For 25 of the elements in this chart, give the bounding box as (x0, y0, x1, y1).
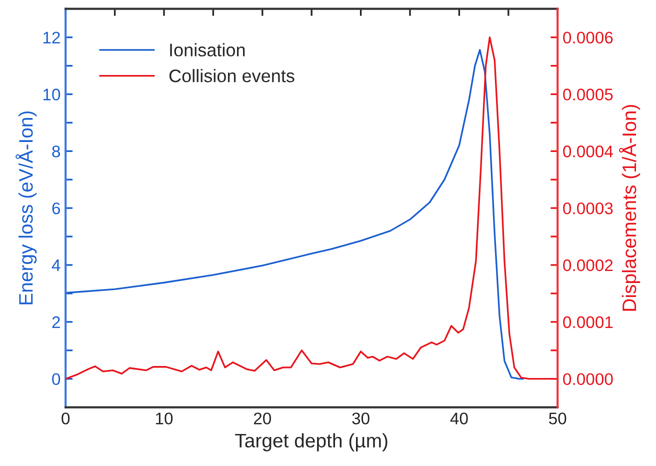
y2-tick-label: 0.0003 (563, 202, 613, 214)
y2-tick-label: 0.0006 (563, 32, 613, 44)
y2-tick-label: 0.0001 (563, 316, 613, 328)
y2-axis-title: Displacements (1/Å-Ion) (618, 104, 640, 311)
x-tick-label: 40 (450, 412, 468, 424)
y-axis-title: Energy loss (eV/Å-Ion) (16, 111, 37, 304)
x-tick-label: 0 (62, 412, 70, 424)
y2-tick-label: 0.0005 (563, 88, 613, 100)
y-tick-label: 6 (52, 202, 60, 214)
legend-label: Ionisation (170, 43, 245, 56)
x-tick-label: 50 (549, 412, 566, 424)
x-tick-label: 10 (156, 412, 173, 424)
y2-tick-label: 0.0004 (563, 146, 613, 158)
x-tick-label: 20 (254, 412, 272, 424)
y-tick-label: 10 (43, 88, 60, 100)
y-tick-label: 2 (52, 316, 60, 328)
y-tick-label: 4 (52, 260, 60, 272)
x-axis-title: Target depth (µm) (235, 433, 388, 452)
legend-label: Collision events (169, 69, 294, 82)
y2-tick-label: 0.0002 (563, 259, 613, 272)
y2-tick-label: 0.0000 (563, 373, 613, 386)
y-tick-label: 12 (43, 32, 60, 44)
x-tick-label: 30 (352, 412, 370, 424)
y-tick-label: 0 (52, 373, 60, 386)
y-tick-label: 8 (52, 146, 60, 158)
